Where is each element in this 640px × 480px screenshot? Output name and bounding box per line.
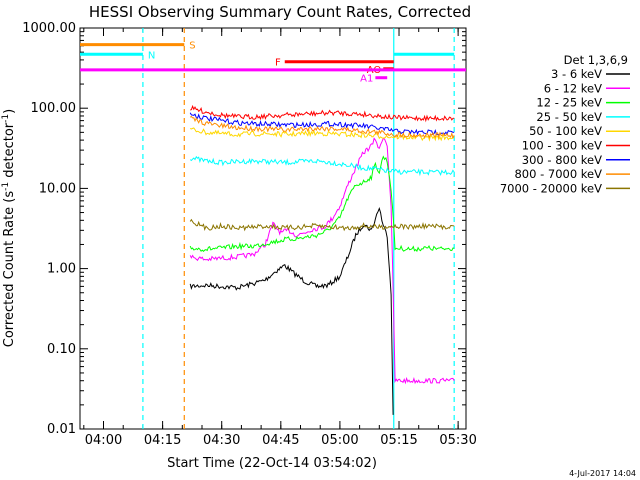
flag-label: A1 — [360, 74, 373, 85]
y-tick-label: 1.00 — [47, 262, 76, 277]
x-tick-label: 04:30 — [203, 433, 240, 448]
series-line — [189, 155, 455, 177]
plot-frame — [79, 27, 467, 430]
flag-label: F — [275, 58, 281, 69]
legend-item-label: 3 - 6 keV — [551, 67, 602, 81]
y-tick-label: 100.00 — [31, 101, 77, 116]
y-tick-label: 0.01 — [47, 422, 76, 437]
flag-label: S — [189, 41, 195, 52]
series-group — [189, 104, 455, 415]
x-tick-label: 05:30 — [439, 433, 476, 448]
x-tick-label: 04:00 — [85, 433, 122, 448]
series-line — [189, 207, 394, 415]
x-axis-label: Start Time (22-Oct-14 03:54:02) — [167, 456, 377, 471]
legend-item-label: 25 - 50 keV — [536, 110, 602, 124]
y-axis-label: Corrected Count Rate (s-1 detector-1) — [1, 109, 17, 347]
series-line — [190, 104, 455, 123]
x-tick-label: 04:45 — [262, 433, 299, 448]
series-line — [189, 155, 455, 253]
y-tick-label: 0.10 — [47, 342, 76, 357]
x-tick-label: 04:15 — [144, 433, 181, 448]
legend-item-label: 12 - 25 keV — [536, 96, 602, 110]
legend-item-label: 100 - 300 keV — [522, 139, 602, 153]
series-line — [189, 115, 455, 140]
series-line — [189, 137, 455, 385]
legend-item-label: 300 - 800 keV — [522, 153, 602, 167]
axes-ticks: 1000.00 100.00 10.00 1.00 0.10 0.01 04:00 04:15… — [22, 21, 477, 448]
series-line — [190, 127, 455, 142]
y-tick-label: 1000.00 — [22, 21, 76, 36]
series-line — [189, 218, 455, 232]
y-tick-label: 10.00 — [39, 181, 76, 196]
x-tick-label: 05:15 — [380, 433, 417, 448]
legend-item-label: 7000 - 20000 keV — [500, 181, 602, 195]
flag-bars: SNFAOA1 — [80, 41, 466, 85]
legend-title: Det 1,3,6,9 — [564, 53, 628, 67]
legend-item-label: 50 - 100 keV — [529, 124, 602, 138]
flag-label: N — [148, 50, 155, 61]
timestamp-label: 4-Jul-2017 14:04 — [569, 469, 636, 478]
legend-item-label: 6 - 12 keV — [544, 81, 602, 95]
legend-item-label: 800 - 7000 keV — [514, 167, 602, 181]
chart-title: HESSI Observing Summary Count Rates, Cor… — [89, 3, 471, 21]
series-line — [189, 112, 455, 136]
x-tick-label: 05:00 — [321, 433, 358, 448]
